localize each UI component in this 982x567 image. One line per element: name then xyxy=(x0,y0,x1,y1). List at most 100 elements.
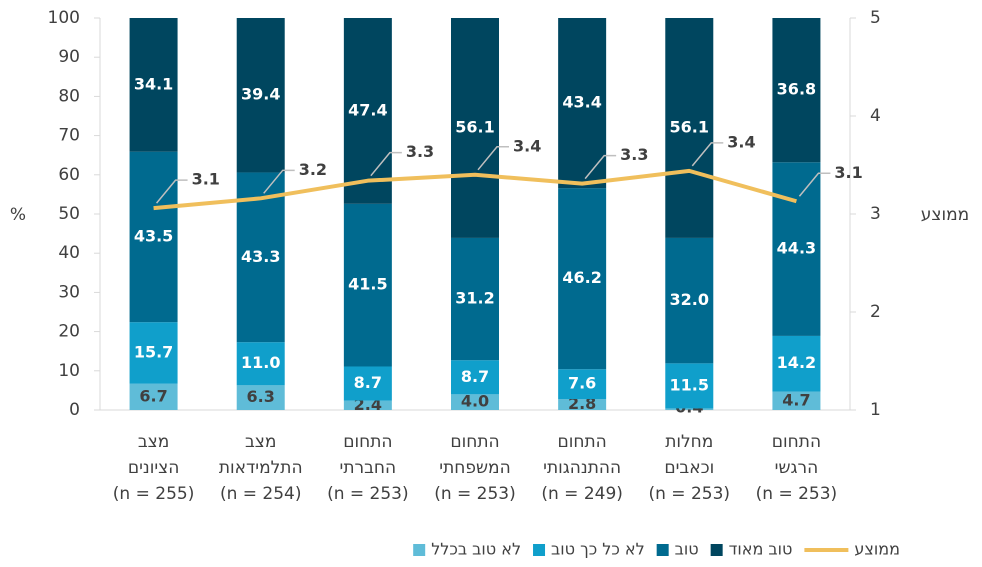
line-label: 3.1 xyxy=(834,163,862,182)
bar-segment xyxy=(451,237,499,361)
data-label: 34.1 xyxy=(134,74,173,93)
data-label: 4.0 xyxy=(461,392,489,411)
data-label: 4.7 xyxy=(782,390,810,409)
x-tick-label: התחום xyxy=(450,432,499,452)
bar-segment xyxy=(343,366,392,401)
x-tick-label: מצב xyxy=(138,432,169,452)
bar-segment xyxy=(129,383,178,410)
line xyxy=(153,168,797,211)
y2-tick-label: 4 xyxy=(870,106,881,126)
x-tick-label: המשפחתי xyxy=(439,458,510,478)
x-tick-note: (n = 249) xyxy=(541,484,623,504)
x-tick-label: מחלות xyxy=(665,432,713,452)
x-tick-label: התחום xyxy=(772,432,821,452)
x-tick-label: הרגשי xyxy=(775,458,819,478)
legend-label: לא טוב בכלל xyxy=(431,540,521,559)
bar-segment xyxy=(129,151,178,323)
x-tick-note: (n = 253) xyxy=(327,484,409,504)
data-label: 56.1 xyxy=(455,117,494,136)
x-tick-label: וכאבים xyxy=(664,458,714,478)
y-tick-label: 30 xyxy=(58,282,80,302)
leader-line xyxy=(691,142,724,167)
x-tick-note: (n = 253) xyxy=(756,484,838,504)
y-tick-label: 0 xyxy=(69,400,80,420)
y2-tick-label: 1 xyxy=(870,400,881,420)
bar-segment xyxy=(451,18,499,238)
line-label: 3.1 xyxy=(192,170,220,189)
y2-tick-label: 2 xyxy=(870,302,881,322)
legend-label: טוב xyxy=(675,540,699,559)
bar-segment xyxy=(343,203,392,367)
legend-label: טוב מאוד xyxy=(729,540,793,559)
y2-axis-label: ממוצע xyxy=(921,205,969,225)
x-tick-note: (n = 253) xyxy=(434,484,516,504)
data-label: 7.6 xyxy=(568,374,596,393)
bar-segment xyxy=(558,188,607,370)
bar-segment xyxy=(665,237,714,364)
x-tick-label: התחום xyxy=(343,432,392,452)
legend-swatch xyxy=(656,544,669,556)
data-label: 11.5 xyxy=(670,375,709,394)
y-tick-label: 90 xyxy=(58,47,80,67)
line-label: 3.3 xyxy=(620,145,648,164)
line-label: 3.4 xyxy=(513,136,541,155)
data-label: 8.7 xyxy=(461,367,489,386)
x-tick-note: (n = 255) xyxy=(113,484,195,504)
legend-label: ממוצע xyxy=(854,540,900,559)
bar-segment xyxy=(558,369,607,400)
data-label: 31.2 xyxy=(455,289,494,308)
bar-segment xyxy=(558,399,607,410)
bar-segment xyxy=(451,360,499,395)
data-label: 11.0 xyxy=(241,353,280,372)
data-label: 14.2 xyxy=(777,353,816,372)
line-label: 3.4 xyxy=(727,132,755,151)
bar-segment xyxy=(665,408,714,410)
y-tick-label: 70 xyxy=(58,126,80,146)
y-tick-label: 10 xyxy=(58,361,80,381)
legend-label: לא כל כך טוב xyxy=(551,540,645,559)
y-axis-label: % xyxy=(10,205,26,225)
data-label: 8.7 xyxy=(354,373,382,392)
bar-segment xyxy=(129,322,178,384)
bar-segment xyxy=(236,342,285,386)
bar-segment xyxy=(665,363,714,409)
x-tick-note: (n = 254) xyxy=(220,484,302,504)
leader-line xyxy=(155,179,188,204)
x-tick-label: התלמידאות xyxy=(219,458,303,478)
bar-segment xyxy=(236,18,285,173)
legend-swatch xyxy=(533,544,546,556)
bar-segment xyxy=(343,400,392,410)
x-tick-label: החברתי xyxy=(340,458,397,478)
leader-line xyxy=(798,172,831,197)
data-label: 43.3 xyxy=(241,247,280,266)
y-tick-label: 40 xyxy=(58,243,80,263)
bar-segment xyxy=(772,162,821,336)
data-label: 6.3 xyxy=(247,387,275,406)
x-tick-label: ההתנהגותי xyxy=(543,458,621,478)
leader-line xyxy=(263,169,295,194)
data-label: 44.3 xyxy=(777,239,816,258)
data-label: 36.8 xyxy=(777,80,816,99)
legend-swatch xyxy=(710,544,723,556)
x-tick-label: הציונים xyxy=(128,458,180,478)
bar-segment xyxy=(451,394,499,410)
bar-segment xyxy=(343,18,392,204)
y-tick-label: 60 xyxy=(58,165,80,185)
bar-segment xyxy=(772,391,821,410)
bar-segment xyxy=(129,18,178,152)
data-label: 46.2 xyxy=(562,268,601,287)
y2-tick-label: 3 xyxy=(870,204,881,224)
y-tick-label: 80 xyxy=(58,86,80,106)
line-label: 3.3 xyxy=(406,142,434,161)
legend-swatch xyxy=(413,544,426,556)
data-label: 15.7 xyxy=(134,342,173,361)
data-label: 6.7 xyxy=(139,386,167,405)
bar-segment xyxy=(772,18,821,163)
leader-line xyxy=(584,154,617,180)
bar-segment xyxy=(236,385,285,410)
y-tick-label: 50 xyxy=(58,204,80,224)
data-label: 39.4 xyxy=(241,85,280,104)
line-label: 3.2 xyxy=(299,160,327,179)
bar-segment xyxy=(772,335,821,392)
